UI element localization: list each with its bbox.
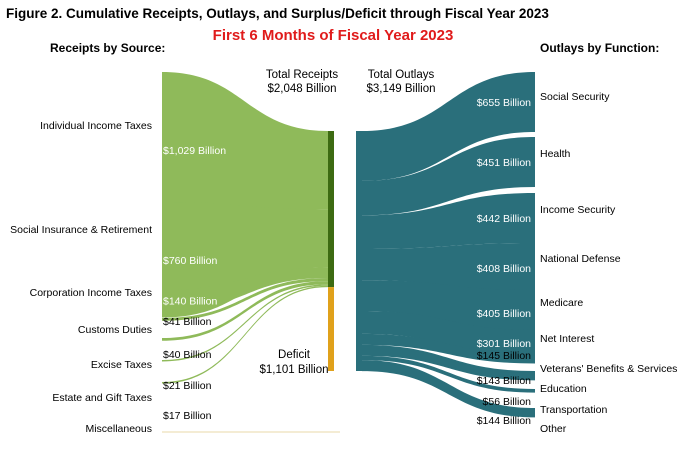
- outlays-header: Outlays by Function:: [540, 41, 659, 55]
- receipt-source-label: Estate and Gift Taxes: [52, 392, 152, 404]
- total-receipts-value: $2,048 Billion: [267, 83, 336, 95]
- outlay-function-label: Veterans' Benefits & Services: [540, 363, 677, 375]
- outlay-function-label: Other: [540, 423, 567, 435]
- total-receipts-bar: [328, 131, 334, 288]
- receipt-value-label: $1,029 Billion: [163, 145, 226, 157]
- deficit-value: $1,101 Billion: [259, 364, 328, 376]
- outlay-flow-net-interest: [362, 310, 535, 356]
- receipt-value-label: $41 Billion: [163, 316, 212, 328]
- outlay-flow-national-defense: [362, 243, 535, 293]
- outlay-flow-education: [362, 344, 535, 381]
- outlay-flow-other: [362, 360, 535, 418]
- outlay-flow-income-security: [362, 193, 535, 249]
- outlay-value-label: $301 Billion: [477, 338, 531, 350]
- outlay-flow-transportation: [362, 355, 535, 393]
- receipt-source-label: Miscellaneous: [85, 423, 152, 435]
- receipt-value-label: $17 Billion: [163, 410, 212, 422]
- total-outlays-label: Total Outlays: [368, 69, 435, 81]
- receipt-flow-excise-taxes: [162, 281, 328, 341]
- receipt-value-label: $40 Billion: [163, 349, 212, 361]
- deficit-label: Deficit: [278, 349, 311, 361]
- receipt-source-label: Individual Income Taxes: [40, 120, 152, 132]
- outlay-function-label: Medicare: [540, 297, 583, 309]
- receipt-flow-miscellaneous: [162, 285, 328, 384]
- receipt-flow-corporation-income-taxes: [162, 267, 328, 312]
- outlay-function-label: Social Security: [540, 91, 610, 103]
- chart-title: Figure 2. Cumulative Receipts, Outlays, …: [6, 6, 549, 21]
- outlay-function-label: Income Security: [540, 204, 616, 216]
- outlay-value-label: $655 Billion: [477, 97, 531, 109]
- receipt-source-label: Excise Taxes: [91, 359, 152, 371]
- total-outlays-bar: [356, 131, 362, 371]
- outlay-value-label: $405 Billion: [477, 308, 531, 320]
- outlay-function-label: Transportation: [540, 404, 607, 416]
- outlay-function-label: Health: [540, 148, 571, 160]
- receipt-flow-estate-and-gift-taxes: [162, 284, 328, 362]
- total-outlays-value: $3,149 Billion: [366, 83, 435, 95]
- receipt-value-label: $21 Billion: [163, 380, 212, 392]
- receipt-source-label: Social Insurance & Retirement: [10, 224, 152, 236]
- outlay-value-label: $451 Billion: [477, 157, 531, 169]
- receipt-value-label: $140 Billion: [163, 296, 217, 308]
- outlay-flow-health: [362, 137, 535, 216]
- receipt-value-label: $760 Billion: [163, 255, 217, 267]
- receipts-header: Receipts by Source:: [50, 41, 165, 55]
- receipt-flow-customs-duties: [162, 278, 328, 321]
- receipt-source-label: Corporation Income Taxes: [30, 287, 152, 299]
- receipt-flow-individual-income-taxes: [162, 72, 328, 229]
- receipt-source-label: Customs Duties: [78, 324, 152, 336]
- chart-subtitle: First 6 Months of Fiscal Year 2023: [213, 27, 454, 44]
- outlay-function-label: Education: [540, 383, 587, 395]
- outlay-flow-medicare: [362, 280, 535, 336]
- outlay-flow-social-security: [362, 72, 535, 181]
- outlay-value-label: $145 Billion: [477, 350, 531, 362]
- outlay-function-label: Net Interest: [540, 333, 594, 345]
- outlay-function-label: National Defense: [540, 253, 621, 265]
- outlay-value-label: $442 Billion: [477, 213, 531, 225]
- outlay-value-label: $56 Billion: [483, 396, 532, 408]
- outlay-value-label: $144 Billion: [477, 415, 531, 427]
- outlay-flow-veterans-benefits-services: [362, 333, 535, 364]
- total-receipts-label: Total Receipts: [266, 69, 338, 81]
- outlay-value-label: $408 Billion: [477, 263, 531, 275]
- deficit-bar: [328, 287, 334, 371]
- outlay-value-label: $143 Billion: [477, 375, 531, 387]
